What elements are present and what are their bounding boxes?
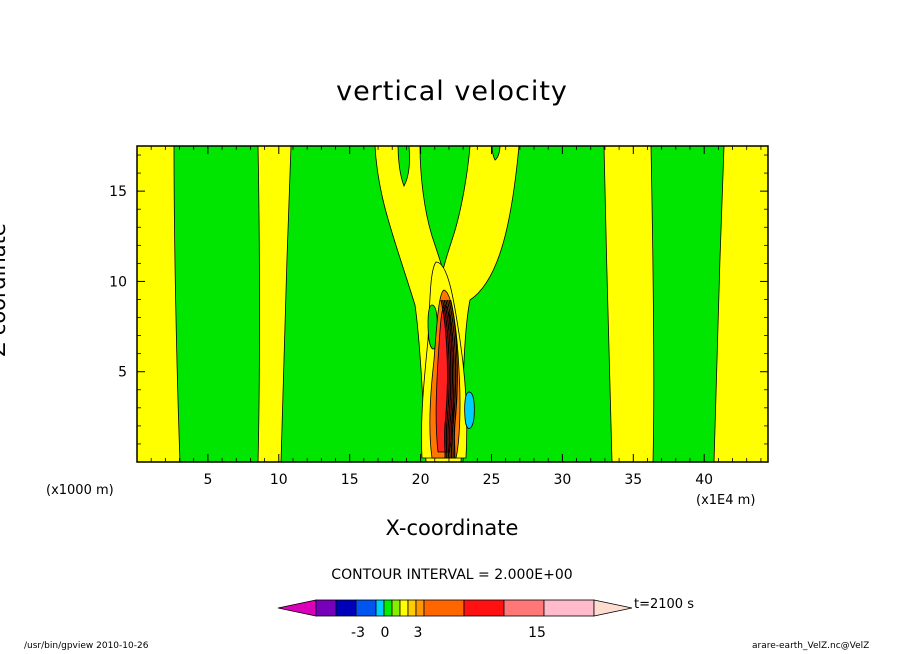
x-unit-note: (x1000 m) bbox=[46, 483, 114, 498]
plot-frame bbox=[136, 145, 769, 463]
colorbar-segment bbox=[383, 599, 393, 617]
footer-right: arare-earth_VelZ.nc@VelZ bbox=[752, 641, 870, 651]
core-contour-line bbox=[443, 299, 452, 459]
y-tick-label: 5 bbox=[118, 365, 127, 381]
colorbar-tick-label: 0 bbox=[381, 625, 390, 641]
time-label: t=2100 s bbox=[634, 597, 694, 612]
footer-left: /usr/bin/gpview 2010-10-26 bbox=[24, 641, 149, 651]
colorbar-segment bbox=[415, 599, 425, 617]
field-green-finger-right bbox=[491, 145, 501, 161]
x-tick-label: 35 bbox=[624, 472, 642, 488]
core-contour-line bbox=[450, 299, 458, 459]
colorbar-segment bbox=[335, 599, 357, 617]
colorbar-segment bbox=[375, 599, 385, 617]
field-green-finger-left bbox=[397, 145, 410, 187]
x-tick-label: 15 bbox=[341, 472, 359, 488]
colorbar-segment bbox=[355, 599, 377, 617]
x-scale-note: (x1E4 m) bbox=[696, 493, 756, 508]
colorbar-segment bbox=[503, 599, 545, 617]
colorbar-segment bbox=[391, 599, 401, 617]
core-contour-line bbox=[445, 299, 453, 459]
colorbar-left-arrow bbox=[277, 599, 317, 617]
x-tick-label: 40 bbox=[695, 472, 713, 488]
field-green-blob bbox=[427, 304, 438, 350]
y-tick-label: 15 bbox=[109, 184, 127, 200]
contour-interval-label: CONTOUR INTERVAL = 2.000E+00 bbox=[331, 567, 573, 583]
colorbar-segment bbox=[399, 599, 409, 617]
core-contour-line bbox=[442, 299, 450, 459]
core-contour-line bbox=[440, 299, 449, 459]
colorbar-segment bbox=[315, 599, 337, 617]
field-cyan-blob bbox=[464, 391, 475, 429]
x-tick-label: 5 bbox=[203, 472, 212, 488]
colorbar-tick-label: 15 bbox=[528, 625, 546, 641]
x-tick-label: 20 bbox=[412, 472, 430, 488]
colorbar-segment bbox=[423, 599, 465, 617]
colorbar-segment bbox=[543, 599, 595, 617]
x-axis-label: X-coordinate bbox=[385, 516, 519, 540]
core-contour-line bbox=[448, 299, 457, 459]
x-tick-label: 10 bbox=[270, 472, 288, 488]
field-green-band-1 bbox=[173, 145, 260, 463]
x-tick-label: 25 bbox=[483, 472, 501, 488]
colorbar-segment bbox=[463, 599, 505, 617]
colorbar-right-arrow bbox=[593, 599, 633, 617]
colorbar-segment bbox=[407, 599, 417, 617]
field-green-band-4 bbox=[650, 145, 725, 463]
x-tick-label: 30 bbox=[553, 472, 571, 488]
chart-title: vertical velocity bbox=[336, 76, 568, 107]
y-tick-label: 10 bbox=[109, 274, 127, 290]
core-contour-line bbox=[446, 299, 455, 459]
colorbar-tick-label: 3 bbox=[414, 625, 423, 641]
colorbar-tick-label: -3 bbox=[351, 625, 365, 641]
